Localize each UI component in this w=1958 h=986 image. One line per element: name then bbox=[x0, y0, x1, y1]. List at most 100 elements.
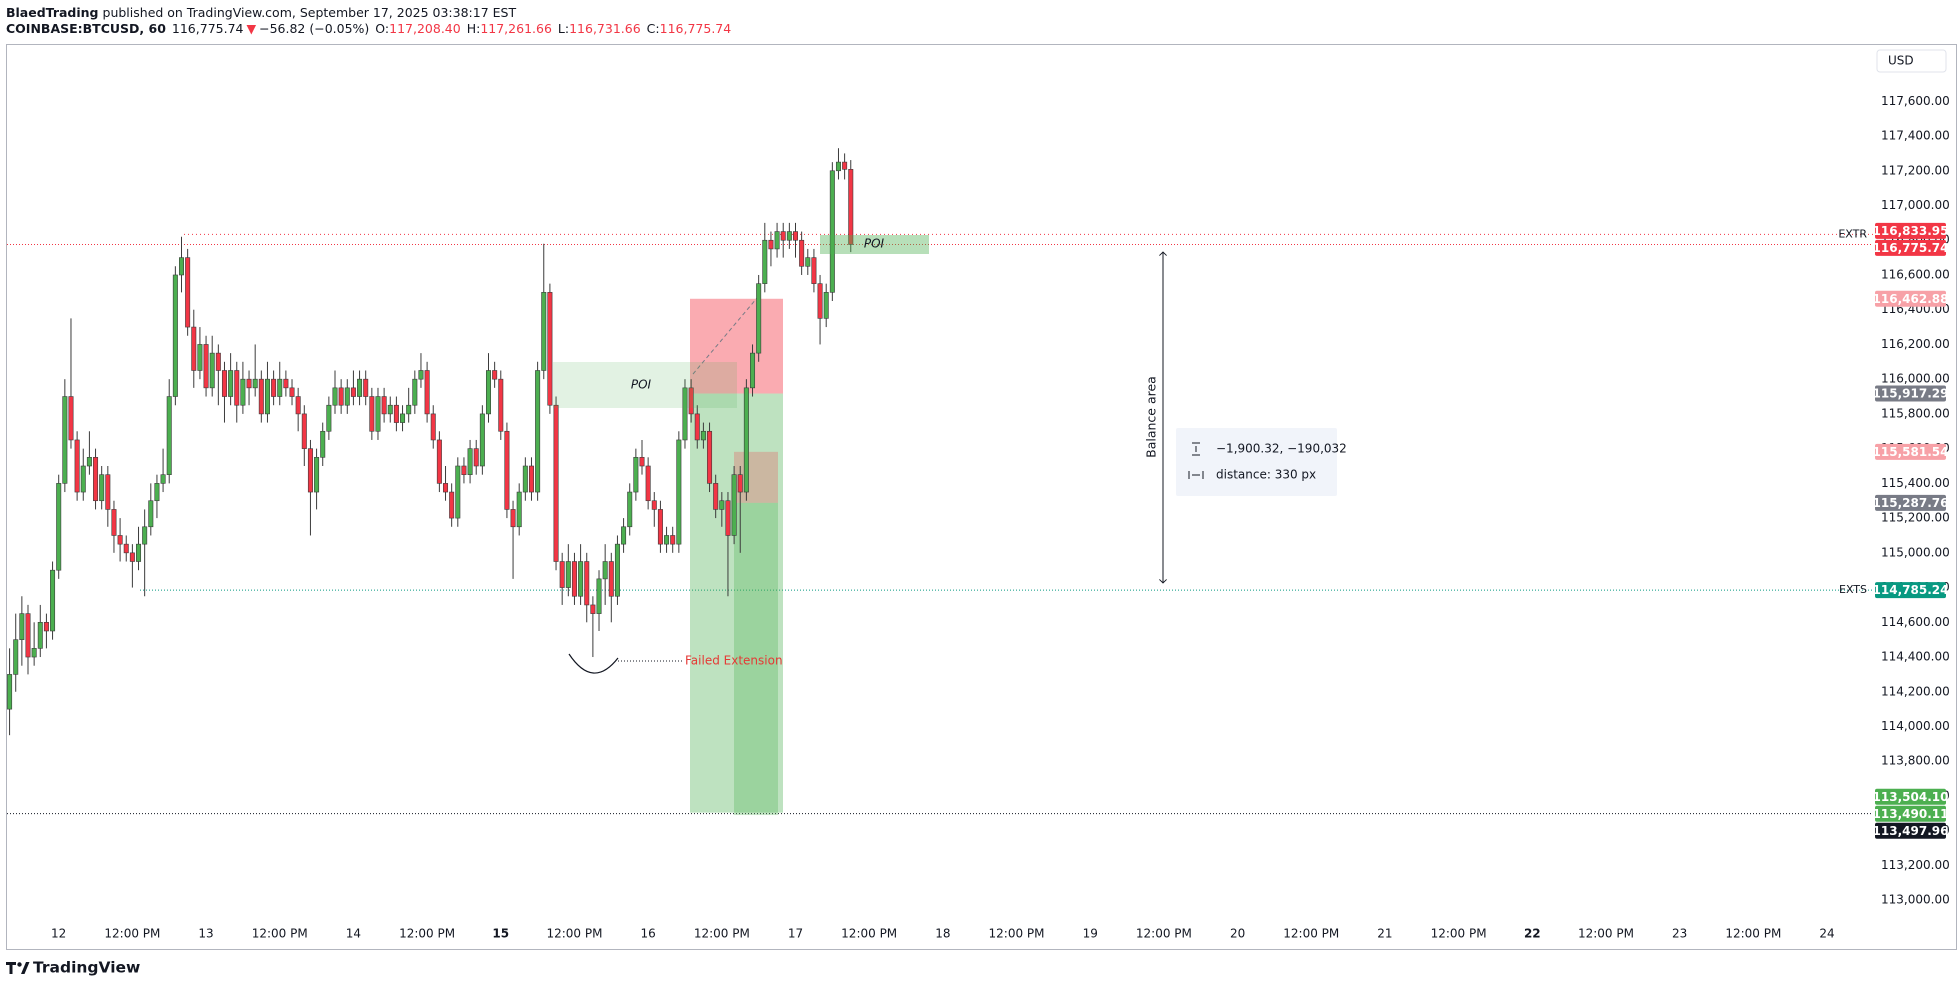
y-tick-label: 115,000.00 bbox=[1881, 545, 1950, 559]
candle-body bbox=[326, 404, 332, 432]
symbol: COINBASE:BTCUSD, 60 bbox=[6, 21, 166, 36]
candle-body bbox=[37, 621, 43, 649]
x-tick-label: 12:00 PM bbox=[104, 927, 160, 941]
candle-body bbox=[516, 491, 522, 528]
candle-body bbox=[240, 378, 246, 406]
candle-body bbox=[571, 561, 577, 597]
x-tick-label: 12:00 PM bbox=[1725, 927, 1781, 941]
currency-box[interactable] bbox=[1876, 49, 1947, 73]
candle-body bbox=[400, 413, 406, 423]
candle-body bbox=[13, 639, 19, 675]
price-label-box bbox=[1875, 582, 1946, 599]
candle-body bbox=[713, 483, 719, 510]
candle-body bbox=[74, 439, 80, 493]
candle-body bbox=[363, 378, 369, 397]
price-label: 115,287.76 bbox=[1873, 496, 1949, 510]
candle-body bbox=[215, 352, 221, 371]
y-tick-label: 114,200.00 bbox=[1881, 684, 1950, 698]
x-tick-label: 21 bbox=[1377, 927, 1392, 941]
candle-body bbox=[792, 231, 798, 241]
candle-body bbox=[320, 430, 326, 458]
price-tag: EXTR bbox=[1838, 227, 1867, 240]
candle-body bbox=[700, 430, 706, 441]
candle-body bbox=[418, 370, 424, 380]
candle-body bbox=[424, 370, 430, 415]
annotations: POI POI Failed Extension Balance area −1… bbox=[553, 235, 1347, 674]
candle-body bbox=[172, 274, 178, 397]
candle-body bbox=[344, 387, 350, 406]
candle-body bbox=[381, 396, 387, 415]
candle-body bbox=[209, 352, 215, 389]
candle-body bbox=[762, 239, 768, 284]
candle-body bbox=[375, 396, 381, 432]
price-label-box bbox=[1875, 494, 1946, 511]
candle-body bbox=[559, 561, 565, 588]
candle-body bbox=[578, 561, 584, 597]
candle-body bbox=[197, 344, 203, 371]
price-label-box bbox=[1875, 788, 1946, 805]
price-label: 113,504.10 bbox=[1873, 790, 1949, 804]
candle-body bbox=[443, 483, 449, 493]
candle-body bbox=[31, 648, 37, 658]
x-tick-label: 23 bbox=[1672, 927, 1687, 941]
candle-body bbox=[338, 387, 344, 406]
candle-body bbox=[62, 396, 68, 484]
candle-body bbox=[68, 396, 74, 441]
candle-body bbox=[117, 535, 123, 545]
candle-body bbox=[498, 378, 504, 432]
candle-body bbox=[479, 413, 485, 467]
candle-body bbox=[369, 396, 375, 432]
candle-body bbox=[7, 674, 13, 710]
price-label: 114,785.24 bbox=[1873, 583, 1949, 597]
price-label: 115,917.29 bbox=[1873, 387, 1949, 401]
y-tick-label: 116,600.00 bbox=[1881, 267, 1950, 281]
candle-body bbox=[301, 413, 307, 449]
candle-body bbox=[93, 457, 99, 502]
candle-body bbox=[185, 257, 191, 328]
price-label-box bbox=[1875, 385, 1946, 402]
candle-body bbox=[166, 396, 172, 475]
candle-body bbox=[590, 604, 596, 614]
candle-body bbox=[314, 457, 320, 493]
candle-body bbox=[725, 500, 731, 536]
price-label-box bbox=[1875, 805, 1946, 822]
candle-body bbox=[485, 370, 491, 415]
x-tick-label: 24 bbox=[1819, 927, 1834, 941]
candle-body bbox=[664, 535, 670, 545]
y-tick-label: 117,600.00 bbox=[1881, 94, 1950, 108]
y-tick-label: 114,600.00 bbox=[1881, 615, 1950, 629]
candle-body bbox=[105, 474, 111, 510]
open-value: 117,208.40 bbox=[389, 21, 461, 36]
candle-body bbox=[129, 552, 135, 562]
price-tag: EXTS bbox=[1839, 583, 1867, 596]
candle-body bbox=[283, 378, 289, 389]
candle-body bbox=[657, 509, 663, 545]
candle-body bbox=[633, 457, 639, 493]
low-key: L: bbox=[558, 21, 569, 36]
candle-body bbox=[289, 387, 295, 397]
poi-label: POI bbox=[631, 378, 652, 392]
price-label-box bbox=[1875, 239, 1946, 256]
author: BlaedTrading bbox=[6, 5, 99, 20]
brand-name: TradingView bbox=[33, 959, 140, 977]
candle-body bbox=[676, 439, 682, 545]
x-tick-label: 12 bbox=[51, 927, 66, 941]
poi-zone bbox=[553, 362, 737, 408]
candle-body bbox=[449, 491, 455, 519]
candle-body bbox=[547, 292, 553, 406]
candle-body bbox=[56, 483, 62, 571]
axes: 113,000.00113,200.00113,400.00113,600.00… bbox=[51, 94, 1950, 941]
failed-extension-label: Failed Extension bbox=[685, 654, 783, 668]
candle-body bbox=[768, 239, 774, 250]
x-tick-label: 12:00 PM bbox=[694, 927, 750, 941]
candle-body bbox=[123, 543, 129, 554]
poi-label: POI bbox=[864, 237, 885, 251]
candle-body bbox=[602, 561, 608, 580]
y-tick-label: 113,800.00 bbox=[1881, 754, 1950, 768]
candle-body bbox=[99, 474, 105, 502]
x-tick-label: 12:00 PM bbox=[989, 927, 1045, 941]
candle-body bbox=[252, 378, 258, 389]
candle-body bbox=[43, 621, 49, 632]
